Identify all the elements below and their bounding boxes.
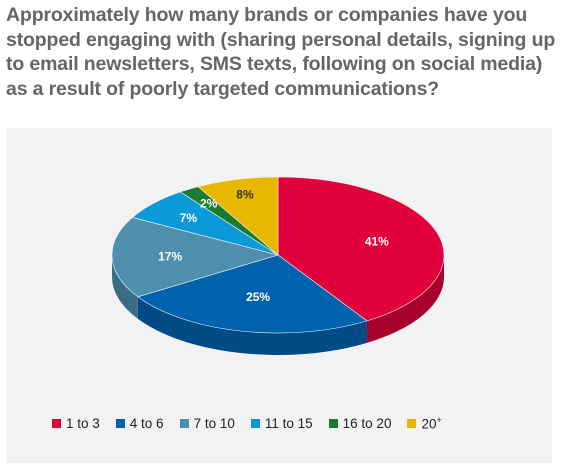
legend-swatch	[115, 418, 125, 428]
pie-chart: 41% 25% 17% 7%2% 8%	[111, 176, 445, 355]
pie-side-4-to-6	[137, 296, 367, 355]
legend-label: 7 to 10	[193, 415, 235, 431]
slice-labels: 41% 25% 17% 7%2% 8%	[158, 188, 389, 304]
pie-slice-1-to-3	[277, 176, 445, 322]
pie-slice-20-	[197, 176, 279, 256]
legend-item-20-: 20+	[407, 414, 442, 432]
legend-swatch	[328, 418, 338, 428]
legend-item-16-to-20: 16 to 20	[328, 415, 392, 431]
legend-label: 20+	[421, 414, 442, 432]
legend-item-4-to-6: 4 to 6	[115, 415, 164, 431]
data-label-20-: 8%	[236, 188, 254, 202]
pie-slice-7-to-10	[111, 217, 280, 298]
legend-item-7-to-10: 7 to 10	[179, 415, 235, 431]
legend-swatch	[179, 418, 189, 428]
legend-swatch	[407, 418, 417, 428]
data-label-16-to-20: 2%	[200, 197, 218, 211]
legend-swatch	[52, 418, 61, 428]
pie-sides	[112, 255, 444, 355]
pie-slice-4-to-6	[137, 254, 368, 334]
legend-label: 16 to 20	[342, 415, 392, 431]
legend-item-1-to-3: 1 to 3	[52, 416, 100, 431]
pie-side-7-to-10	[112, 255, 138, 319]
data-label-11-to-15: 7%	[180, 211, 198, 225]
data-label-4-to-6: 25%	[246, 290, 270, 304]
chart-title: Approximately how many brands or compani…	[6, 4, 556, 100]
legend-label: 1 to 3	[66, 415, 100, 431]
chart-panel: 41% 25% 17% 7% 2% 8% 1 to 3 4 to 6 7 to 10 11 to…	[6, 128, 552, 463]
data-label-1-to-3: 41%	[365, 235, 389, 249]
legend-swatch	[250, 418, 260, 428]
data-label-7-to-10: 17%	[158, 250, 182, 264]
legend-label: 11 to 15	[264, 415, 313, 431]
legend-label: 4 to 6	[129, 415, 164, 431]
legend: 1 to 3 4 to 6 7 to 10 11 to 15 16 to 20 20+	[52, 411, 542, 435]
legend-item-11-to-15: 11 to 15	[250, 415, 313, 431]
pie-side-1-to-3	[366, 255, 444, 343]
pie-slices	[111, 176, 445, 334]
